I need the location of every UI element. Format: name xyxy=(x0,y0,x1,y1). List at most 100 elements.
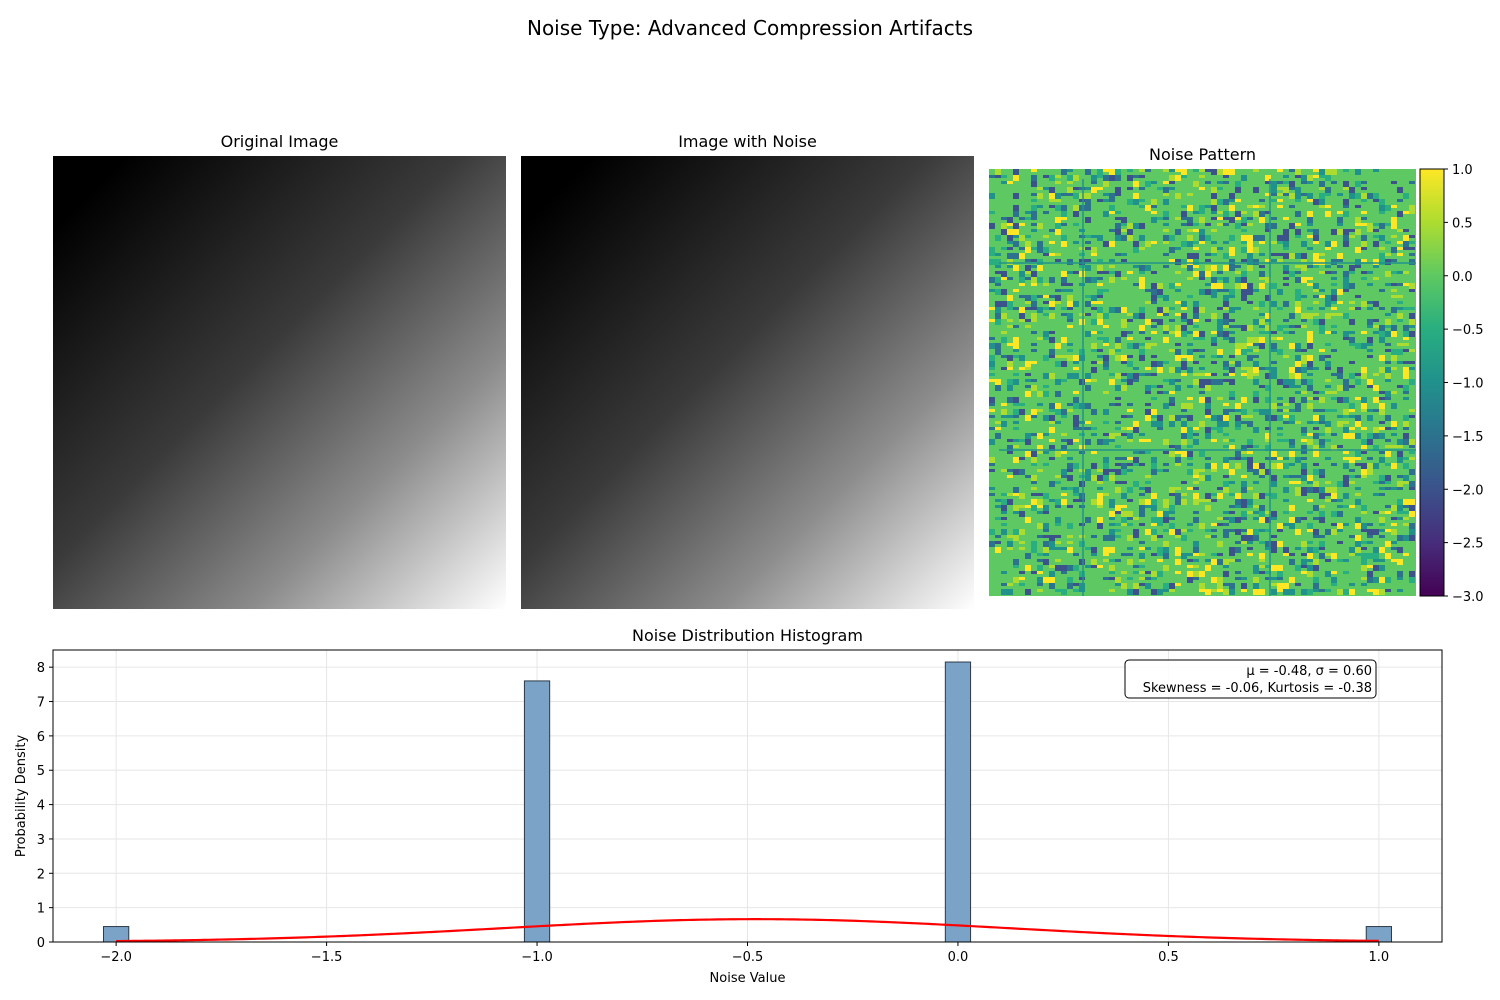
noise-cell xyxy=(1355,229,1361,235)
noise-cell xyxy=(1295,331,1301,337)
noise-cell xyxy=(1085,493,1091,499)
noise-cell xyxy=(1001,589,1007,595)
noise-cell xyxy=(1259,541,1265,544)
noise-cell xyxy=(1361,361,1367,364)
noise-cell xyxy=(1271,427,1277,433)
noise-cell xyxy=(1349,205,1355,208)
noise-cell xyxy=(1091,409,1097,415)
noise-cell xyxy=(1409,247,1415,250)
noise-cell xyxy=(1019,439,1025,442)
noise-cell xyxy=(1007,535,1013,538)
noise-cell xyxy=(1115,481,1121,484)
noise-cell xyxy=(1247,229,1253,232)
noise-cell xyxy=(1031,499,1037,505)
noise-cell xyxy=(1373,247,1379,253)
noise-cell xyxy=(1391,349,1397,355)
noise-cell xyxy=(1283,193,1289,196)
noise-cell xyxy=(1079,325,1085,328)
noise-cell xyxy=(1025,505,1031,508)
noise-cell xyxy=(1181,199,1187,202)
noise-cell xyxy=(1127,313,1133,316)
noise-cell xyxy=(1409,211,1415,214)
noise-cell xyxy=(1163,391,1169,394)
noise-cell xyxy=(1175,193,1181,199)
noise-cell xyxy=(1235,547,1241,553)
noise-cell xyxy=(1343,529,1349,535)
noise-cell xyxy=(1343,559,1349,562)
noise-cell xyxy=(1331,277,1337,280)
noise-cell xyxy=(1025,301,1031,304)
noise-cell xyxy=(1373,307,1379,310)
noise-cell xyxy=(1253,289,1259,292)
noise-cell xyxy=(1007,583,1013,586)
noise-cell xyxy=(1037,559,1043,562)
noise-cell xyxy=(1121,223,1127,226)
noise-cell xyxy=(1295,187,1301,193)
noise-cell xyxy=(1085,421,1091,424)
noise-cell xyxy=(1013,559,1019,565)
noise-cell xyxy=(1379,475,1385,481)
noise-cell xyxy=(1121,331,1127,337)
noise-cell xyxy=(1031,409,1037,415)
noise-cell xyxy=(1265,529,1271,532)
noise-cell xyxy=(1301,475,1307,481)
noise-cell xyxy=(1151,529,1157,535)
noise-cell xyxy=(1043,493,1049,499)
noise-cell xyxy=(1313,253,1319,259)
noise-cell xyxy=(1217,583,1223,589)
noise-cell xyxy=(1151,409,1157,415)
noise-cell xyxy=(1169,361,1175,367)
noise-cell xyxy=(1037,361,1043,364)
noise-cell xyxy=(1217,229,1223,235)
noise-cell xyxy=(1331,403,1337,409)
noise-cell xyxy=(1403,259,1409,265)
y-axis-label: Probability Density xyxy=(14,735,29,858)
noise-cell xyxy=(1391,559,1397,562)
noise-cell xyxy=(1265,259,1271,262)
noise-cell xyxy=(1247,505,1253,508)
noise-cell xyxy=(1355,541,1361,547)
noise-cell xyxy=(1361,283,1367,286)
noise-cell xyxy=(1007,415,1013,418)
noise-cell xyxy=(1073,457,1079,460)
noise-cell xyxy=(1349,409,1355,412)
noise-cell xyxy=(1271,541,1277,547)
noise-cell xyxy=(995,487,1001,490)
noise-cell xyxy=(1061,487,1067,490)
noise-cell xyxy=(1397,229,1403,232)
noise-cell xyxy=(1181,493,1187,496)
noise-cell xyxy=(1403,583,1409,589)
noise-cell xyxy=(1007,319,1013,322)
noise-cell xyxy=(1379,451,1385,454)
noise-cell xyxy=(1409,325,1415,328)
noise-cell xyxy=(1265,277,1271,283)
noise-cell xyxy=(1037,265,1043,271)
noise-cell xyxy=(1091,289,1097,292)
noise-cell xyxy=(1061,283,1067,286)
noise-cell xyxy=(1103,469,1109,475)
noise-cell xyxy=(1391,463,1397,469)
noise-cell xyxy=(989,337,995,340)
noise-cell xyxy=(1355,415,1361,421)
noise-cell xyxy=(1145,181,1151,187)
noise-cell xyxy=(1271,217,1277,220)
noise-cell xyxy=(1325,193,1331,196)
noise-cell xyxy=(1097,301,1103,304)
noise-cell xyxy=(1097,511,1103,517)
noise-cell xyxy=(1403,385,1409,391)
noise-cell xyxy=(1055,337,1061,343)
noise-cell xyxy=(1007,421,1013,424)
noise-cell xyxy=(1253,457,1259,463)
noise-cell xyxy=(1181,307,1187,310)
noise-cell xyxy=(1343,187,1349,190)
noise-cell xyxy=(1361,391,1367,397)
noise-cell xyxy=(1013,283,1019,289)
noise-cell xyxy=(1061,205,1067,211)
noise-cell xyxy=(1301,571,1307,574)
noise-cell xyxy=(1061,529,1067,532)
noise-cell xyxy=(1151,205,1157,208)
noise-cell xyxy=(1319,169,1325,175)
noise-cell xyxy=(1127,535,1133,541)
noise-cell xyxy=(1247,313,1253,316)
noise-cell xyxy=(1271,199,1277,202)
